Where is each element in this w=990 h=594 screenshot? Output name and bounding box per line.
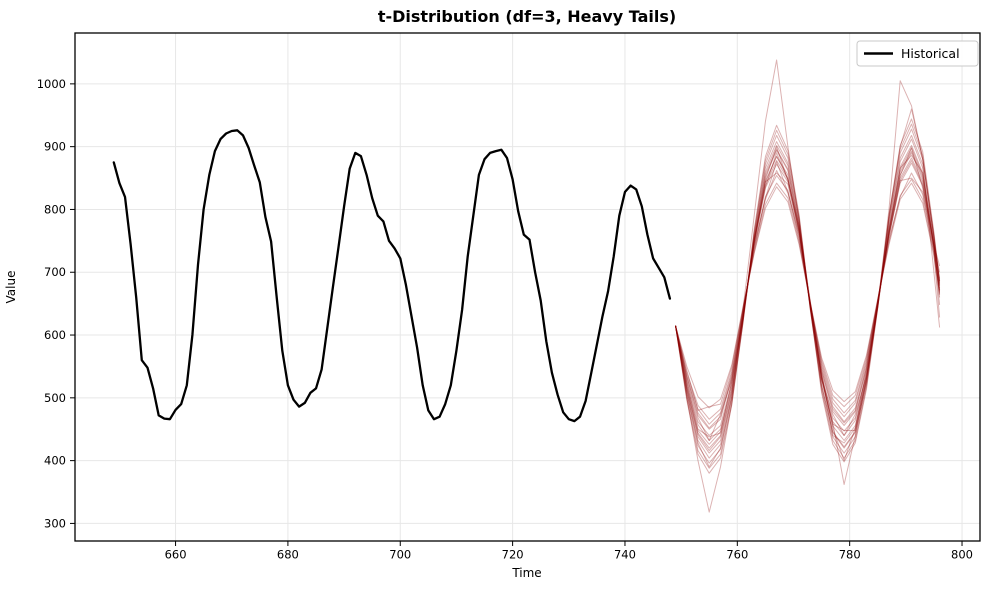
forecast-sample-path-10 bbox=[675, 59, 941, 468]
forecast-sample-path-19 bbox=[675, 147, 941, 462]
forecast-sample-path-4 bbox=[675, 170, 941, 420]
y-tick-label-700: 700 bbox=[44, 265, 66, 279]
x-tick-label-660: 660 bbox=[165, 548, 187, 562]
historical-series-line bbox=[112, 129, 672, 423]
y-axis-label: Value bbox=[4, 271, 18, 304]
forecast-sample-path-8 bbox=[675, 118, 941, 474]
x-tick-label-680: 680 bbox=[277, 548, 299, 562]
forecast-sample-path-15 bbox=[675, 175, 941, 425]
y-tick-label-400: 400 bbox=[44, 454, 66, 468]
historical-line bbox=[112, 129, 672, 423]
x-tick-label-780: 780 bbox=[839, 548, 861, 562]
x-tick-label-740: 740 bbox=[614, 548, 636, 562]
axis-ticks: 660 680 700 720 740 760 780 800 300 400 500 600 700 8… bbox=[37, 77, 973, 562]
y-tick-label-500: 500 bbox=[44, 391, 66, 405]
forecast-sample-path-16 bbox=[675, 123, 941, 469]
forecast-sample-path-7 bbox=[675, 144, 941, 449]
legend: Historical bbox=[856, 40, 979, 67]
forecast-sample-paths bbox=[675, 59, 941, 513]
y-tick-label-900: 900 bbox=[44, 140, 66, 154]
legend-label-historical: Historical bbox=[901, 46, 960, 61]
forecast-sample-path-6 bbox=[675, 157, 941, 441]
y-tick-label-800: 800 bbox=[44, 202, 66, 216]
gridlines bbox=[75, 33, 980, 541]
forecast-sample-path-13 bbox=[675, 160, 941, 430]
x-axis-label: Time bbox=[511, 566, 541, 580]
x-tick-label-760: 760 bbox=[726, 548, 748, 562]
forecast-sample-path-3 bbox=[675, 138, 941, 454]
x-tick-label-720: 720 bbox=[502, 548, 524, 562]
forecast-sample-path-18 bbox=[675, 146, 941, 445]
legend-frame bbox=[856, 40, 979, 67]
y-tick-label-300: 300 bbox=[44, 516, 66, 530]
forecast-sample-path-14 bbox=[675, 134, 941, 459]
forecast-sample-path-17 bbox=[675, 178, 941, 411]
forecast-sample-path-2 bbox=[675, 161, 941, 429]
forecast-sample-path-20 bbox=[675, 80, 941, 452]
y-tick-label-1000: 1000 bbox=[37, 77, 66, 91]
plot-border bbox=[74, 32, 981, 542]
x-tick-label-700: 700 bbox=[389, 548, 411, 562]
x-tick-label-800: 800 bbox=[951, 548, 973, 562]
forecast-sample-path-5 bbox=[675, 128, 941, 464]
y-tick-label-600: 600 bbox=[44, 328, 66, 342]
forecast-sample-path-12 bbox=[675, 152, 941, 438]
forecast-sample-path-1 bbox=[675, 150, 941, 441]
chart-title: t-Distribution (df=3, Heavy Tails) bbox=[378, 7, 676, 26]
forecast-sample-path-9 bbox=[675, 182, 941, 409]
forecast-sample-path-11 bbox=[675, 152, 941, 513]
